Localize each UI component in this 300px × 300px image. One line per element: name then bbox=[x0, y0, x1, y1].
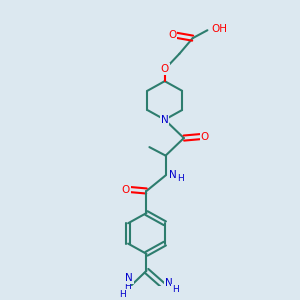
Text: N: N bbox=[165, 278, 172, 288]
Text: N: N bbox=[161, 115, 169, 125]
Text: N: N bbox=[125, 273, 133, 284]
Text: H: H bbox=[124, 282, 131, 291]
Text: H: H bbox=[172, 285, 179, 294]
Text: N: N bbox=[169, 170, 177, 180]
Text: H: H bbox=[178, 174, 184, 183]
Text: O: O bbox=[160, 64, 169, 74]
Text: H: H bbox=[119, 290, 125, 299]
Text: O: O bbox=[200, 132, 208, 142]
Text: OH: OH bbox=[211, 24, 227, 34]
Text: O: O bbox=[168, 30, 176, 40]
Text: O: O bbox=[122, 184, 130, 195]
